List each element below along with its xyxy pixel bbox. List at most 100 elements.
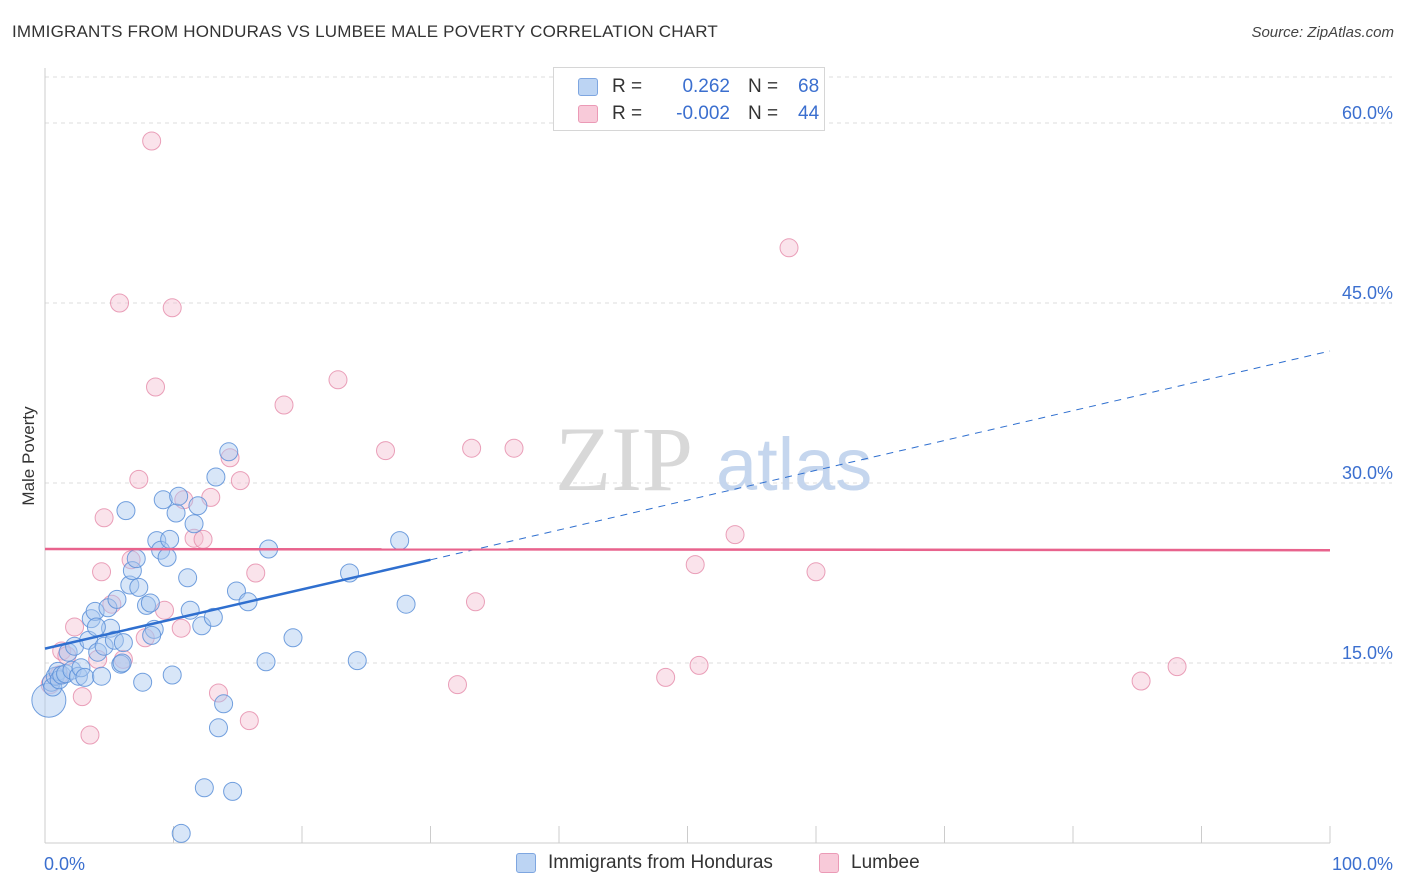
lumbee-point bbox=[142, 131, 162, 151]
n-label: N = bbox=[748, 76, 779, 97]
honduras-swatch bbox=[578, 78, 598, 96]
lumbee-point bbox=[129, 469, 149, 489]
honduras-point bbox=[140, 593, 160, 613]
honduras-point bbox=[396, 594, 416, 614]
honduras-point bbox=[153, 490, 173, 510]
chart-title: IMMIGRANTS FROM HONDURAS VS LUMBEE MALE … bbox=[12, 22, 719, 41]
honduras-point bbox=[129, 577, 149, 597]
lumbee-point bbox=[376, 441, 396, 461]
lumbee-point bbox=[171, 618, 191, 638]
lumbee-point bbox=[230, 471, 250, 491]
lumbee-point bbox=[806, 562, 826, 582]
lumbee-swatch bbox=[578, 105, 598, 123]
lumbee-point bbox=[689, 655, 709, 675]
legend-label-lumbee: Lumbee bbox=[851, 852, 920, 873]
honduras-point bbox=[31, 682, 67, 718]
honduras-trend-extension bbox=[430, 350, 1331, 561]
honduras-point bbox=[133, 672, 153, 692]
legend-item-lumbee: Lumbee bbox=[819, 852, 920, 874]
honduras-point bbox=[160, 529, 180, 549]
trend-lines bbox=[44, 350, 1331, 650]
honduras-point bbox=[85, 601, 105, 621]
honduras-legend-swatch bbox=[516, 853, 536, 873]
honduras-point bbox=[122, 561, 142, 581]
y-tick-label: 15.0% bbox=[1342, 643, 1393, 663]
lumbee-point bbox=[504, 438, 524, 458]
y-tick-label: 45.0% bbox=[1342, 283, 1393, 303]
honduras-point bbox=[75, 667, 95, 687]
n-value: 44 bbox=[798, 103, 820, 124]
source-label: Source: ZipAtlas.com bbox=[1251, 24, 1394, 41]
r-value: 0.262 bbox=[682, 76, 730, 97]
honduras-points bbox=[31, 442, 416, 843]
series-legend: Immigrants from Honduras Lumbee bbox=[0, 852, 1406, 876]
honduras-point bbox=[184, 514, 204, 534]
legend-label-honduras: Immigrants from Honduras bbox=[548, 852, 773, 873]
lumbee-point bbox=[725, 525, 745, 545]
honduras-point bbox=[347, 651, 367, 671]
x-tick-label-max: 100.0% bbox=[1332, 854, 1393, 874]
lumbee-point bbox=[246, 563, 266, 583]
honduras-point bbox=[142, 625, 162, 645]
honduras-point bbox=[208, 718, 228, 738]
r-label: R = bbox=[612, 103, 643, 124]
n-value: 68 bbox=[798, 76, 820, 97]
honduras-point bbox=[92, 666, 112, 686]
legend-item-honduras: Immigrants from Honduras bbox=[516, 852, 773, 874]
r-value: -0.002 bbox=[676, 103, 730, 124]
lumbee-points bbox=[40, 131, 1187, 745]
honduras-point bbox=[86, 617, 106, 637]
honduras-point bbox=[188, 496, 208, 516]
honduras-point bbox=[48, 661, 68, 681]
lumbee-point bbox=[80, 725, 100, 745]
stats-legend: R = 0.262 N = 68 R = -0.002 N = 44 bbox=[553, 67, 825, 131]
n-label: N = bbox=[748, 103, 779, 124]
honduras-point bbox=[166, 503, 186, 523]
honduras-point bbox=[283, 628, 303, 648]
honduras-point bbox=[206, 467, 226, 487]
honduras-point bbox=[71, 658, 91, 678]
lumbee-point bbox=[779, 238, 799, 258]
honduras-point bbox=[219, 442, 239, 462]
honduras-point bbox=[169, 486, 189, 506]
lumbee-point bbox=[193, 529, 213, 549]
lumbee-point bbox=[208, 683, 228, 703]
honduras-point bbox=[203, 607, 223, 627]
honduras-point bbox=[223, 781, 243, 801]
lumbee-point bbox=[72, 687, 92, 707]
honduras-point bbox=[178, 568, 198, 588]
honduras-point bbox=[113, 633, 133, 653]
x-tick-label-min: 0.0% bbox=[44, 854, 85, 874]
lumbee-point bbox=[685, 555, 705, 575]
lumbee-point bbox=[1167, 657, 1187, 677]
y-tick-label: 60.0% bbox=[1342, 103, 1393, 123]
lumbee-point bbox=[274, 395, 294, 415]
watermark-zip: ZIP bbox=[555, 408, 693, 510]
honduras-point bbox=[111, 654, 131, 674]
honduras-trend-line bbox=[44, 558, 431, 650]
honduras-point bbox=[256, 652, 276, 672]
lumbee-point bbox=[656, 667, 676, 687]
y-tick-label: 30.0% bbox=[1342, 463, 1393, 483]
lumbee-point bbox=[162, 298, 182, 318]
honduras-point bbox=[214, 694, 234, 714]
honduras-point bbox=[157, 547, 177, 567]
lumbee-point bbox=[220, 448, 240, 468]
lumbee-point bbox=[1131, 671, 1151, 691]
honduras-point bbox=[107, 589, 127, 609]
lumbee-legend-swatch bbox=[819, 853, 839, 873]
lumbee-point bbox=[110, 293, 130, 313]
lumbee-point bbox=[328, 370, 348, 390]
lumbee-point bbox=[239, 711, 259, 731]
axes bbox=[44, 68, 1331, 844]
honduras-point bbox=[171, 823, 191, 843]
lumbee-point bbox=[462, 438, 482, 458]
honduras-point bbox=[126, 549, 146, 569]
honduras-point bbox=[94, 636, 114, 656]
stats-row-honduras: R = 0.262 N = 68 bbox=[578, 74, 819, 100]
honduras-point bbox=[112, 653, 132, 673]
lumbee-point bbox=[65, 617, 85, 637]
honduras-point bbox=[116, 501, 136, 521]
lumbee-point bbox=[146, 377, 166, 397]
